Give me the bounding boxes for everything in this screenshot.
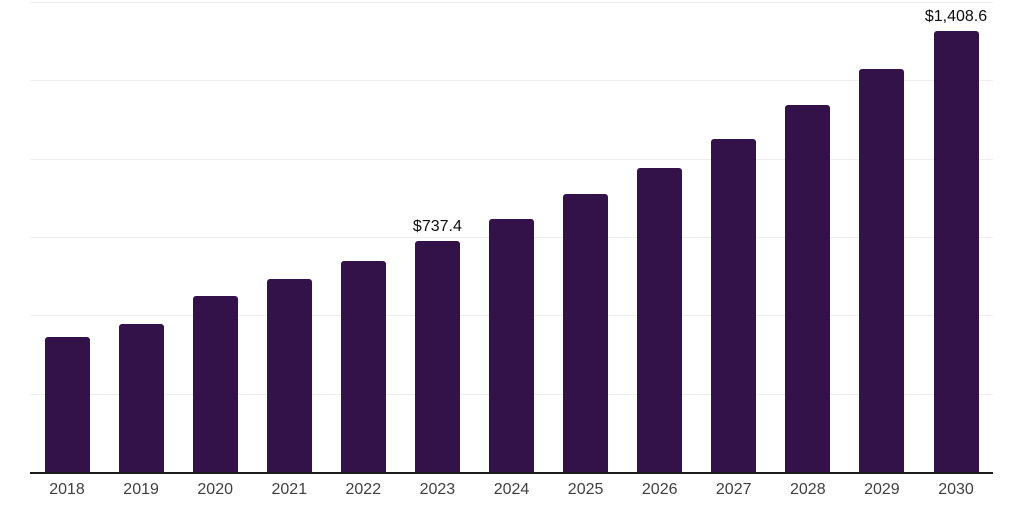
bar-2027 xyxy=(711,138,757,472)
gridline-1000 xyxy=(30,158,993,160)
x-tick-label-2020: 2020 xyxy=(197,481,233,498)
x-tick-label-2029: 2029 xyxy=(864,481,900,498)
bar-value-label-2030: $1,408.6 xyxy=(924,7,988,25)
x-tick-label-2027: 2027 xyxy=(715,481,752,498)
x-tick-label-2021: 2021 xyxy=(271,481,308,498)
x-tick-label-2028: 2028 xyxy=(790,481,826,498)
bar-2018 xyxy=(44,337,90,472)
bar-2028 xyxy=(785,104,831,472)
bar-2029 xyxy=(859,69,905,472)
bar-value-label-2023: $737.4 xyxy=(412,217,462,235)
gridline-1500 xyxy=(30,2,993,3)
x-axis-labels: 2018 2019 2020 2021 2022 2023 2024 2025 2026 2027… xyxy=(30,480,993,504)
x-tick-label-2024: 2024 xyxy=(493,481,530,498)
bar-2024 xyxy=(489,218,534,472)
gridline-1250 xyxy=(30,80,993,82)
bar-2023 xyxy=(414,240,460,472)
x-tick-label-2025: 2025 xyxy=(567,481,604,498)
plot-area: $737.4 $1,408.6 xyxy=(30,2,993,474)
x-tick-label-2019: 2019 xyxy=(123,481,159,498)
bar-2020 xyxy=(192,295,238,472)
bar-2025 xyxy=(563,194,609,472)
bar-2019 xyxy=(118,323,164,472)
x-tick-label-2023: 2023 xyxy=(419,481,456,498)
x-axis-line xyxy=(30,472,993,474)
bar-2030 xyxy=(933,30,979,472)
x-tick-label-2030: 2030 xyxy=(938,481,974,498)
bar-2021 xyxy=(266,279,312,472)
bar-2026 xyxy=(637,168,683,472)
x-tick-label-2022: 2022 xyxy=(345,481,382,498)
x-tick-label-2026: 2026 xyxy=(641,481,678,498)
x-tick-label-2018: 2018 xyxy=(49,481,85,498)
bar-2022 xyxy=(340,260,386,472)
